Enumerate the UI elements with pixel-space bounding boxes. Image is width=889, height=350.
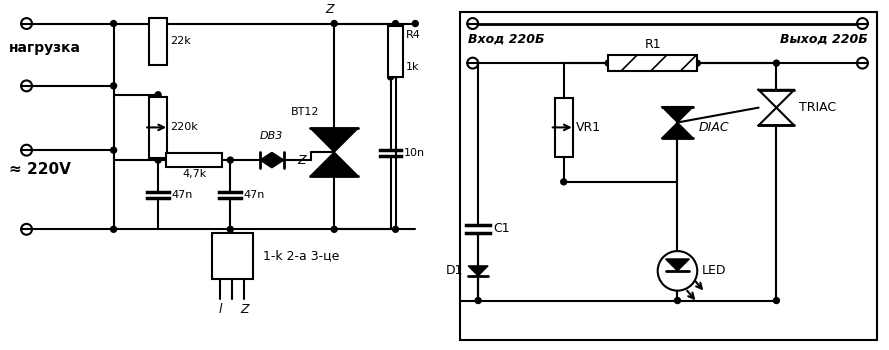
Text: 1-k 2-a 3-це: 1-k 2-a 3-це	[263, 250, 340, 262]
Text: Выход 220Б: Выход 220Б	[780, 32, 868, 45]
Bar	[149, 18, 167, 65]
Circle shape	[228, 226, 233, 232]
Bar	[460, 12, 877, 340]
Text: BT12: BT12	[292, 106, 320, 117]
Text: Z: Z	[325, 3, 333, 16]
Text: VR1: VR1	[575, 121, 601, 134]
Polygon shape	[272, 152, 284, 168]
Circle shape	[228, 157, 233, 163]
Circle shape	[561, 179, 566, 185]
Circle shape	[156, 157, 161, 163]
Polygon shape	[310, 128, 358, 152]
Circle shape	[475, 298, 481, 303]
Text: 1k: 1k	[405, 62, 419, 72]
Polygon shape	[260, 152, 272, 168]
Circle shape	[393, 21, 398, 27]
Text: DB3: DB3	[260, 131, 284, 141]
Text: R1: R1	[645, 38, 661, 51]
Polygon shape	[310, 152, 358, 176]
Text: ≈ 220V: ≈ 220V	[9, 162, 70, 177]
Text: Вход 220Б: Вход 220Б	[468, 32, 544, 45]
Text: 47n: 47n	[171, 190, 192, 200]
Circle shape	[110, 21, 116, 27]
Bar	[212, 233, 253, 279]
Polygon shape	[666, 259, 689, 271]
Text: 22k: 22k	[170, 36, 191, 46]
Text: 220k: 220k	[170, 122, 197, 132]
Bar	[388, 26, 404, 77]
Text: DIAC: DIAC	[698, 121, 729, 134]
Circle shape	[332, 226, 337, 232]
Circle shape	[675, 298, 680, 303]
Polygon shape	[469, 266, 488, 276]
Circle shape	[694, 60, 701, 66]
Circle shape	[110, 147, 116, 153]
Circle shape	[412, 21, 419, 27]
Bar	[166, 153, 222, 167]
Text: D1: D1	[445, 264, 463, 277]
Bar	[149, 97, 167, 158]
Circle shape	[393, 226, 398, 232]
Circle shape	[332, 21, 337, 27]
Circle shape	[110, 226, 116, 232]
Text: TRIAC: TRIAC	[799, 101, 837, 114]
Text: LED: LED	[702, 264, 726, 277]
Circle shape	[156, 92, 161, 98]
Polygon shape	[661, 122, 693, 138]
Circle shape	[773, 60, 780, 66]
Text: 10n: 10n	[404, 148, 425, 158]
Circle shape	[605, 60, 612, 66]
Circle shape	[388, 74, 394, 80]
Text: Z: Z	[297, 154, 306, 167]
Text: нагрузка: нагрузка	[9, 41, 81, 55]
Text: R4: R4	[405, 30, 420, 40]
Text: l: l	[219, 302, 222, 315]
Circle shape	[110, 83, 116, 89]
Text: 47n: 47n	[244, 190, 265, 200]
Bar	[555, 98, 573, 157]
Polygon shape	[661, 107, 693, 122]
Text: Z: Z	[240, 302, 249, 315]
Text: C1: C1	[493, 222, 509, 235]
Circle shape	[773, 298, 780, 303]
Bar	[608, 55, 697, 71]
Text: 4,7k: 4,7k	[182, 169, 206, 179]
